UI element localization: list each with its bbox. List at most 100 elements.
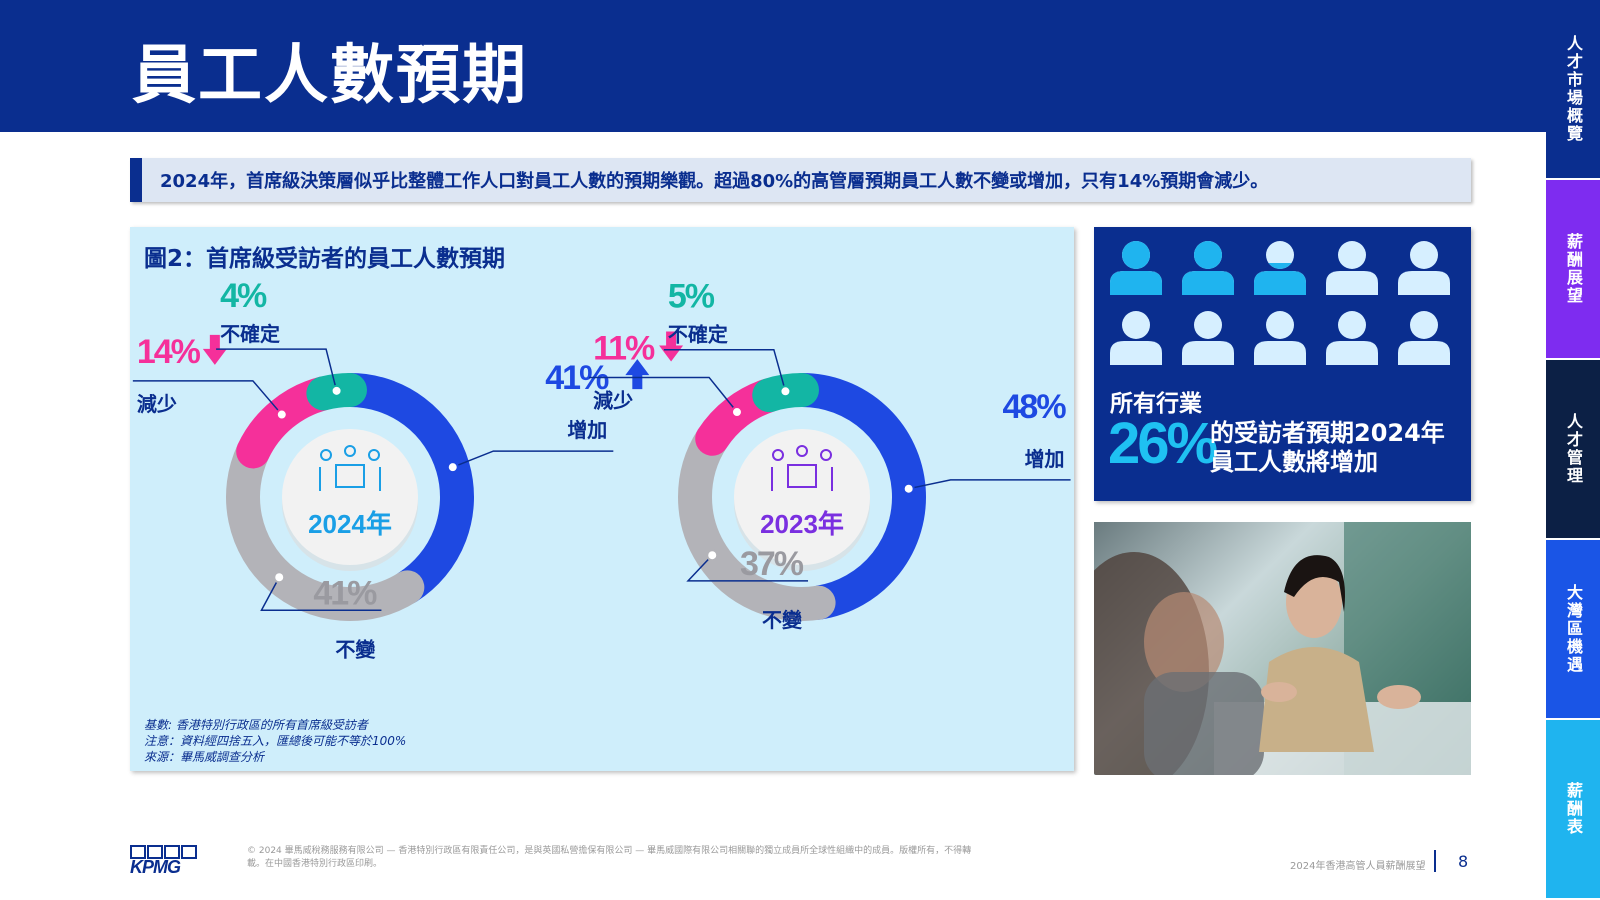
person-body [1398,271,1450,295]
donut-charts: 2024年41%增加41%不變14%減少4%不確定2023年48%增加37%不變… [132,277,1071,661]
leader-line [589,376,738,413]
leader-line [663,348,787,392]
value-label: 5% [668,278,715,316]
category-label: 不確定 [220,322,280,346]
category-label: 不變 [335,637,376,661]
arrow-up-icon [625,359,650,390]
leader-line [260,576,382,612]
person-head [1338,311,1366,339]
people-icons [1110,241,1450,365]
leader-dot [730,406,743,419]
person-icon-filled [1254,263,1306,295]
center-disk [282,429,418,565]
side-tab-label: 人才市場概覽 [1564,35,1583,143]
leader-dot [706,549,719,562]
center-year-label: 2024年 [308,509,392,539]
person-body [1326,341,1378,365]
kpmg-logo-mark [130,845,197,859]
person-body [1326,271,1378,295]
center-year-label: 2023年 [760,509,844,539]
person-head [1122,241,1150,269]
person-icon-filled [1182,241,1234,295]
note-base: 基數: 香港特別行政區的所有首席級受訪者 [144,718,368,732]
leader-dot [330,384,343,397]
person-body [1110,341,1162,365]
person-icon [1326,311,1378,365]
person-head [1194,241,1222,269]
side-tab-label: 薪酬表 [1564,782,1583,836]
summary-banner: 2024年，首席級決策層似乎比整體工作人口對員工人數的預期樂觀。超過80%的高管… [130,158,1471,202]
person-body [1182,341,1234,365]
chart-panel: 圖2：首席級受訪者的員工人數預期 2024年 41% 增加 41% 不變 14% 減少 4% 不… [130,227,1074,771]
category-label: 減少 [137,392,177,416]
arrow-down-icon [659,331,684,362]
person-icon [1398,311,1450,365]
person-head [1338,241,1366,269]
person-head [1268,263,1292,269]
meeting-icon-person [772,449,784,461]
stat-description: 的受訪者預期2024年員工人數將增加 [1210,419,1445,476]
meeting-icon-person [344,445,356,457]
value-label: 11% [593,329,655,367]
header-bar: 員工人數預期 [0,0,1546,132]
meeting-icon-person [820,449,832,461]
side-tab-label: 人才管理 [1564,413,1583,485]
person-head [1410,311,1438,339]
side-tab-pay-outlook[interactable]: 薪酬展望 [1546,180,1600,360]
category-label: 增加 [567,418,607,442]
person-icon [1254,311,1306,365]
person-icon-filled [1110,241,1162,295]
person-head [1266,241,1294,269]
leader-line [686,554,809,582]
side-tab-gba-opportunities[interactable]: 大灣區機遇 [1546,540,1600,720]
category-label: 增加 [1025,447,1065,471]
leader-dot [275,408,288,421]
side-tab-talent-management[interactable]: 人才管理 [1546,360,1600,540]
person-body [1182,271,1234,295]
side-tab-market-overview[interactable]: 人才市場概覽 [1546,0,1600,180]
page-title: 員工人數預期 [132,39,528,113]
person-icon [1182,311,1234,365]
leader-line [216,348,338,392]
stat-value: 26% [1108,411,1218,476]
meeting-icon-person [320,449,332,461]
person-head [1410,241,1438,269]
kpmg-logo: KPMG [130,845,200,877]
summary-text: 2024年，首席級決策層似乎比整體工作人口對員工人數的預期樂觀。超過80%的高管… [160,171,1269,192]
stat-label: 所有行業 [1110,391,1202,417]
person-body [1110,271,1162,295]
side-tabs: 人才市場概覽 薪酬展望 人才管理 大灣區機遇 薪酬表 [1546,0,1600,900]
side-tab-salary-table[interactable]: 薪酬表 [1546,720,1600,900]
value-label: 41% [313,574,377,612]
leader-dot [902,482,915,495]
note-source: 來源：畢馬威調查分析 [144,750,265,764]
footer-report-name: 2024年香港高管人員薪酬展望 [1290,861,1426,872]
leader-dot [779,385,792,398]
category-label: 不變 [762,608,803,632]
category-label: 減少 [593,388,633,412]
person-icon [1326,241,1378,295]
note-rounding: 注意：資料經四捨五入，匯總後可能不等於100% [144,734,407,748]
arrow-down-icon [202,334,227,365]
value-label: 14% [137,333,201,371]
side-tab-label: 薪酬展望 [1564,233,1583,305]
footer-copyright: © 2024 畢馬威稅務服務有限公司 — 香港特別行政區有限責任公司，是與英國私… [247,846,972,869]
side-tab-label: 大灣區機遇 [1564,584,1583,674]
meeting-photo-illustration [1094,522,1471,775]
leader-line [452,450,614,468]
leader-dot [273,571,286,584]
stat-panel: 所有行業 26% 的受訪者預期2024年員工人數將增加 [1094,227,1471,501]
person-body [1254,341,1306,365]
meeting-icon-table [787,464,817,488]
category-label: 不確定 [668,323,728,347]
person-icon [1110,311,1162,365]
person-icon [1398,241,1450,295]
meeting-photo [1094,522,1471,775]
donut-1: 2023年 48% 增加 37% 不變 11% 減少 5% 不確定 [589,278,1071,632]
leader-dot [446,461,459,474]
person-body [1254,271,1306,295]
value-label: 37% [740,545,804,583]
value-label: 48% [1003,388,1067,426]
person-head [1194,311,1222,339]
